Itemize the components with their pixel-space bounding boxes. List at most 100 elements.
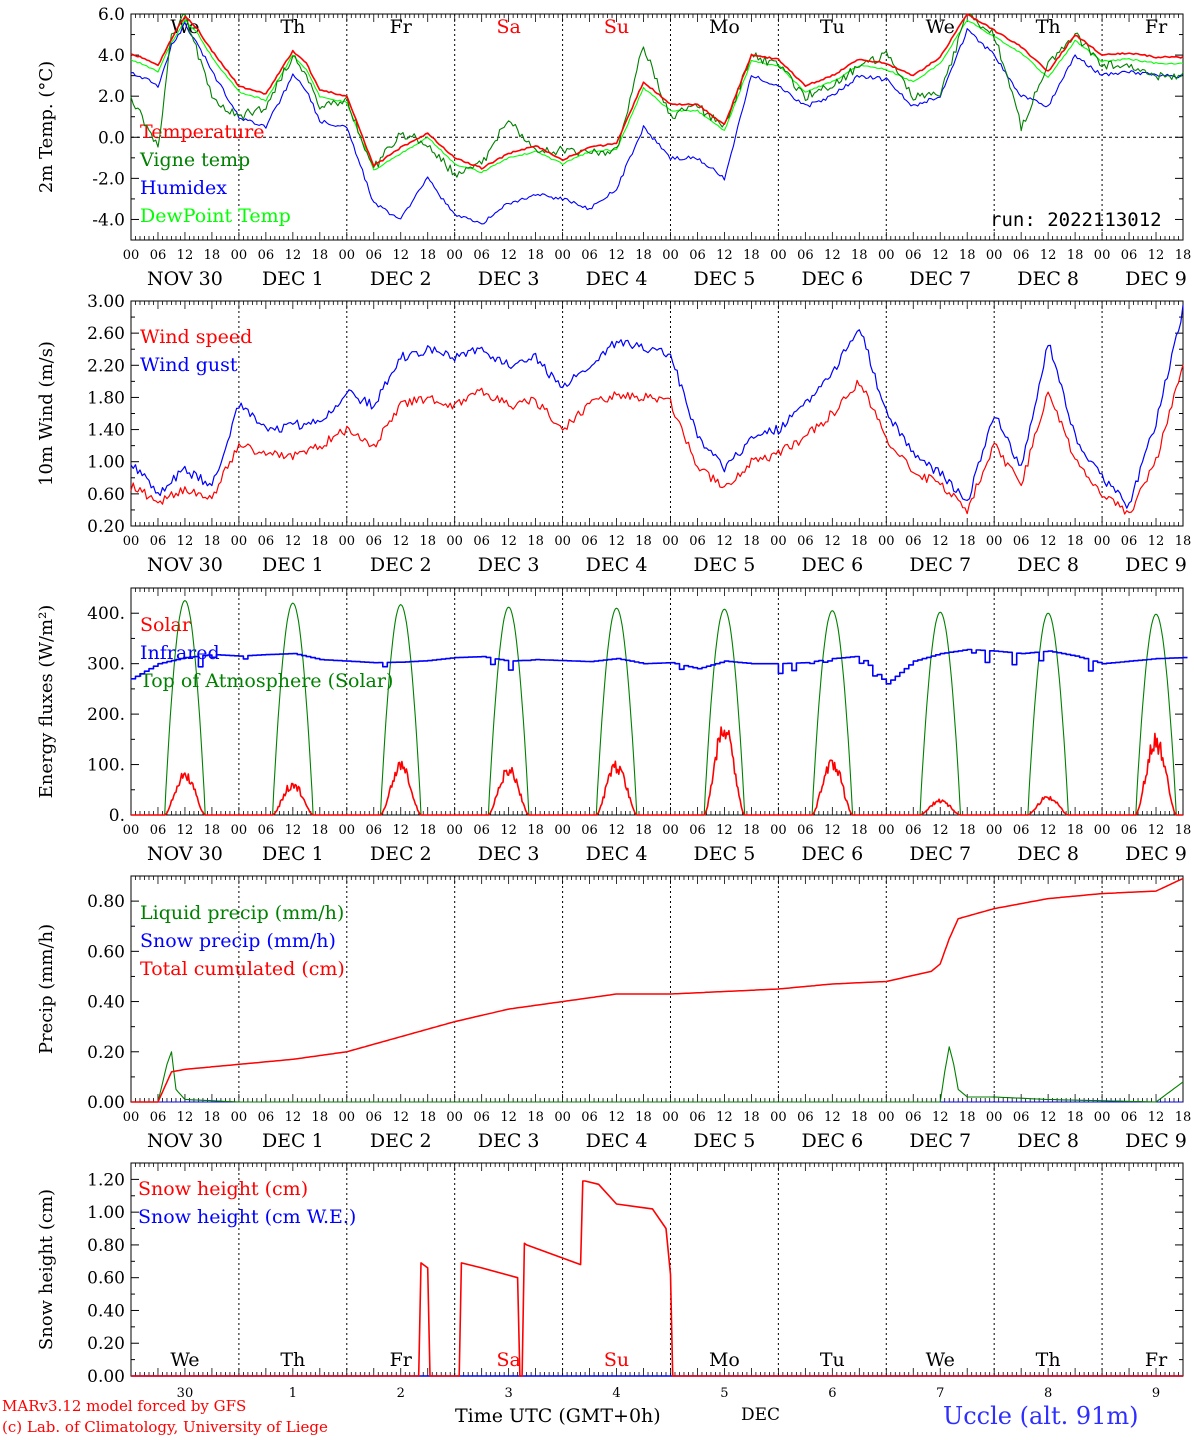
panel-3: 0. 100. 200. 300. 400. Energy fluxes (W/m²) 00…: [36, 587, 1191, 865]
hour-tick-label: 12: [392, 823, 409, 838]
hour-tick-label: 06: [689, 248, 706, 263]
day-number-label: 7: [936, 1386, 944, 1401]
series-line-wind-speed: [130, 364, 1184, 515]
date-label: DEC 1: [262, 1130, 324, 1152]
y-tick-label: 0.20: [87, 1334, 125, 1354]
date-label: NOV 30: [147, 268, 223, 290]
hour-tick-label: 00: [554, 534, 571, 549]
date-label: DEC 4: [586, 554, 648, 576]
hour-tick-label: 06: [1013, 248, 1030, 263]
hour-tick-label: 06: [689, 823, 706, 838]
hour-tick-label: 12: [1148, 823, 1165, 838]
hour-tick-label: 12: [392, 534, 409, 549]
date-label: DEC 8: [1017, 554, 1079, 576]
hour-tick-label: 06: [581, 534, 598, 549]
date-label: NOV 30: [147, 1130, 223, 1152]
hour-tick-label: 12: [824, 534, 841, 549]
hour-tick-label: 00: [662, 534, 679, 549]
hour-tick-label: 00: [339, 248, 356, 263]
day-number-label: 9: [1152, 1386, 1160, 1401]
y-tick-label: 3.00: [87, 292, 125, 312]
hour-tick-label: 18: [1175, 534, 1192, 549]
hour-tick-label: 12: [392, 248, 409, 263]
hour-tick-label: 00: [554, 248, 571, 263]
hour-tick-label: 00: [770, 1110, 787, 1125]
date-label: DEC 2: [370, 268, 432, 290]
hour-tick-label: 06: [797, 534, 814, 549]
date-label: DEC 9: [1125, 554, 1187, 576]
hour-tick-label: 06: [365, 823, 382, 838]
date-label: DEC 6: [801, 268, 863, 290]
hour-tick-label: 12: [716, 823, 733, 838]
date-label: DEC 4: [586, 1130, 648, 1152]
hour-tick-label: 00: [339, 823, 356, 838]
hour-tick-label: 00: [123, 534, 140, 549]
day-number-label: 5: [720, 1386, 728, 1401]
hour-tick-label: 12: [824, 1110, 841, 1125]
hour-tick-label: 18: [743, 534, 760, 549]
hour-tick-label: 00: [662, 248, 679, 263]
y-tick-label: 0.60: [87, 1269, 125, 1289]
series-line-temperature: [130, 13, 1184, 170]
hour-tick-label: 12: [824, 248, 841, 263]
y-axis-label: Snow height (cm): [36, 1189, 57, 1350]
hour-tick-label: 18: [312, 1110, 329, 1125]
date-label: DEC 7: [909, 554, 971, 576]
date-label: DEC 5: [694, 268, 756, 290]
date-label: DEC 3: [478, 268, 540, 290]
hour-tick-label: 12: [824, 823, 841, 838]
day-number-label: 6: [828, 1386, 836, 1401]
y-tick-label: 0.00: [87, 1093, 125, 1113]
y-tick-label: 400.: [87, 604, 125, 624]
series-line-dewpoint-temp: [130, 19, 1184, 174]
weekday-label: Th: [280, 16, 305, 38]
panel-4: 0.00 0.20 0.40 0.60 0.80 Precip (mm/h) 00 06 12 1…: [36, 875, 1191, 1152]
hour-tick-label: 12: [608, 534, 625, 549]
date-label: DEC 4: [586, 843, 648, 865]
date-label: DEC 7: [909, 843, 971, 865]
hour-tick-label: 18: [527, 1110, 544, 1125]
hour-tick-label: 12: [716, 534, 733, 549]
y-tick-label: 1.80: [87, 388, 125, 408]
hour-tick-label: 18: [743, 1110, 760, 1125]
hour-tick-label: 00: [1094, 1110, 1111, 1125]
hour-tick-label: 00: [770, 823, 787, 838]
date-label: DEC 3: [478, 554, 540, 576]
hour-tick-label: 00: [770, 248, 787, 263]
date-label: DEC 9: [1125, 843, 1187, 865]
hour-tick-label: 12: [1148, 534, 1165, 549]
hour-tick-label: 00: [878, 248, 895, 263]
y-tick-label: 1.00: [87, 1203, 125, 1223]
legend-entry: Liquid precip (mm/h): [140, 902, 344, 924]
hour-tick-label: 00: [878, 823, 895, 838]
hour-tick-label: 06: [365, 534, 382, 549]
panel-1: -4.0 -2.0 0.0 2.0 4.0 6.0 2m Temp. (°C) 00 06 12 1…: [36, 5, 1191, 290]
hour-tick-label: 12: [177, 534, 194, 549]
hour-tick-label: 12: [1148, 1110, 1165, 1125]
legend-entry: Snow height (cm): [138, 1178, 308, 1200]
date-label: DEC 3: [478, 1130, 540, 1152]
hour-tick-label: 00: [123, 823, 140, 838]
y-tick-label: 0.00: [87, 1367, 125, 1387]
y-tick-label: 0.80: [87, 892, 125, 912]
weekday-label: Su: [604, 16, 629, 38]
hour-tick-label: 06: [1013, 823, 1030, 838]
date-label: DEC 5: [694, 554, 756, 576]
hour-tick-label: 06: [797, 248, 814, 263]
y-tick-label: 4.0: [98, 46, 125, 66]
series-line-vigne-temp: [130, 13, 1184, 178]
hour-tick-label: 18: [959, 534, 976, 549]
hour-tick-label: 06: [797, 823, 814, 838]
hour-tick-label: 18: [527, 534, 544, 549]
hour-tick-label: 12: [285, 823, 302, 838]
hour-tick-label: 18: [419, 1110, 436, 1125]
day-number-label: 2: [397, 1386, 405, 1401]
hour-tick-label: 18: [1067, 1110, 1084, 1125]
date-label: DEC 9: [1125, 268, 1187, 290]
date-label: NOV 30: [147, 843, 223, 865]
hour-tick-label: 18: [419, 534, 436, 549]
hour-tick-label: 12: [285, 534, 302, 549]
hour-tick-label: 00: [339, 534, 356, 549]
weekday-label: Sa: [496, 16, 520, 38]
